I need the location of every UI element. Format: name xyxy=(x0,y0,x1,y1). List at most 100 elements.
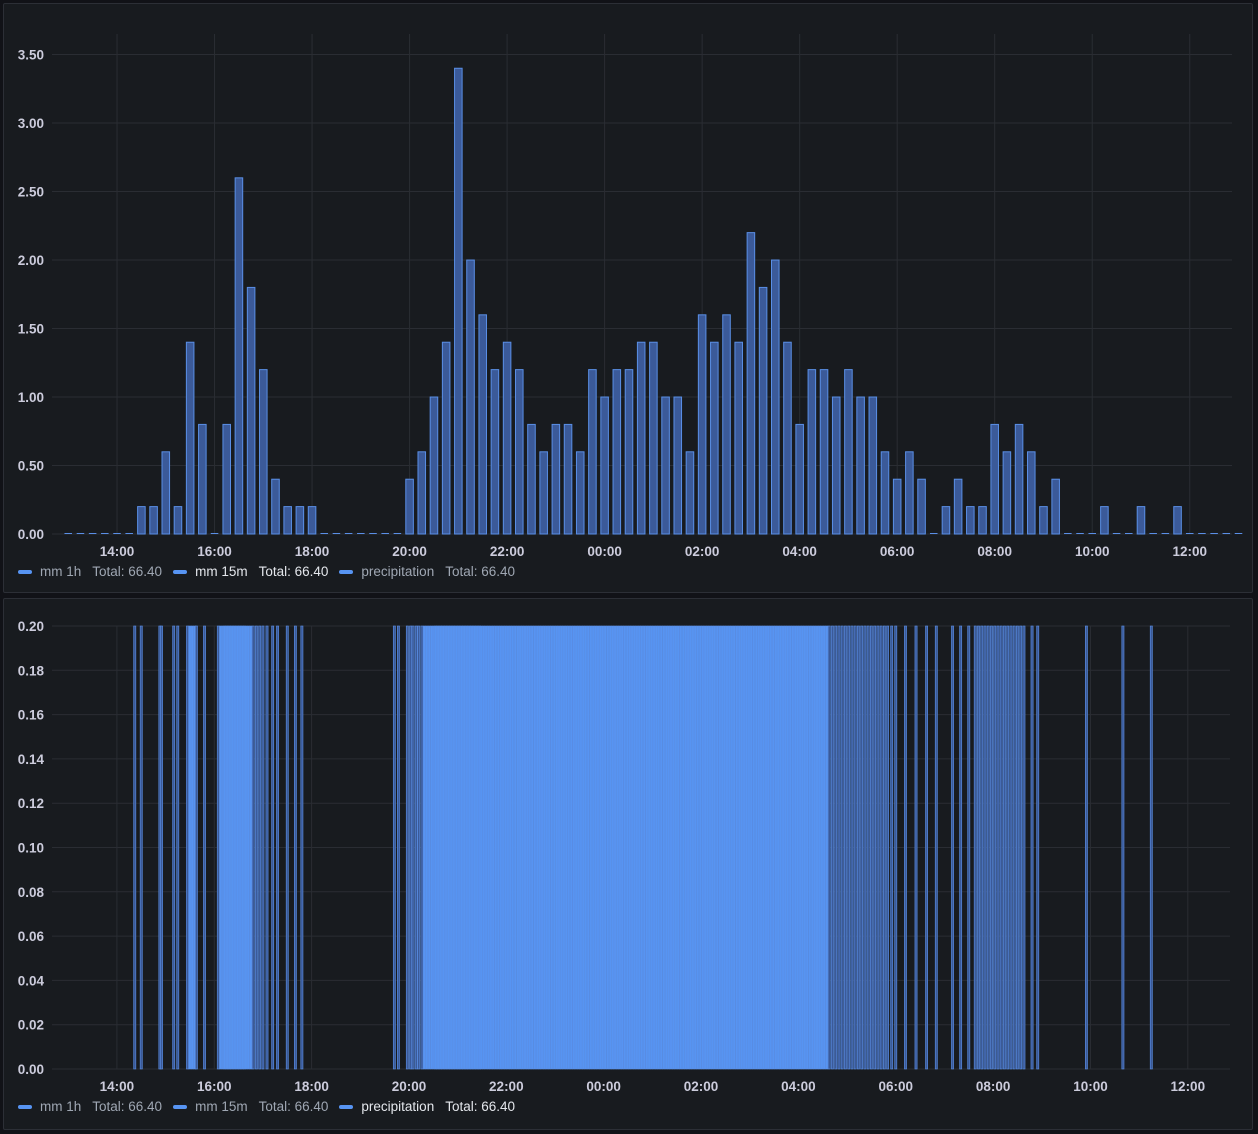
precip-tick xyxy=(798,625,802,1070)
precip-tick xyxy=(1003,625,1006,1070)
precip-tick xyxy=(482,625,486,1070)
legend-item[interactable]: precipitation Total: 66.40 xyxy=(339,1099,515,1114)
legend-item[interactable]: precipitation Total: 66.40 xyxy=(339,564,515,579)
precip-tick xyxy=(1012,625,1016,1070)
precip-tick xyxy=(863,625,867,1070)
precip-tick xyxy=(501,625,505,1070)
x-tick-label: 16:00 xyxy=(197,544,232,559)
bar xyxy=(868,396,878,535)
bar xyxy=(405,478,414,535)
legend-item[interactable]: mm 15m Total: 66.40 xyxy=(173,1099,328,1114)
precip-tick xyxy=(506,625,510,1070)
precip-tick xyxy=(771,625,775,1070)
precip-tick xyxy=(749,625,753,1070)
precip-tick xyxy=(769,625,773,1070)
precip-tick xyxy=(276,625,279,1070)
precip-tick xyxy=(684,625,688,1070)
precip-tick xyxy=(420,625,424,1070)
legend-item[interactable]: mm 15m Total: 66.40 xyxy=(173,564,328,579)
precip-tick xyxy=(847,625,851,1070)
precip-tick xyxy=(870,625,873,1070)
bar xyxy=(1136,506,1146,535)
precip-tick xyxy=(781,625,785,1070)
precip-tick xyxy=(255,625,258,1070)
precip-tick xyxy=(1036,625,1040,1070)
precip-tick xyxy=(613,625,617,1070)
y-tick-label: 2.50 xyxy=(18,185,44,200)
precip-tick xyxy=(827,625,831,1070)
precip-tick xyxy=(696,625,700,1070)
legend-swatch xyxy=(18,569,32,574)
bar xyxy=(198,423,207,535)
precip-tick xyxy=(837,625,841,1070)
precip-tick xyxy=(623,625,627,1070)
precip-tick xyxy=(759,625,763,1070)
precip-tick xyxy=(999,625,1003,1070)
bar xyxy=(259,369,268,535)
precip-tick xyxy=(820,625,824,1070)
legend-total: Total: 66.40 xyxy=(92,564,163,579)
precip-tick xyxy=(489,625,493,1070)
precip-tick xyxy=(186,625,189,1070)
precip-tick xyxy=(172,625,176,1070)
bar xyxy=(575,451,585,535)
precip-tick xyxy=(742,625,746,1070)
precip-tick xyxy=(526,625,529,1070)
legend-series-name: precipitation xyxy=(361,1099,435,1114)
precip-tick xyxy=(701,625,705,1070)
legend-series-name: mm 15m xyxy=(195,1099,248,1114)
legend-total: Total: 66.40 xyxy=(258,1099,329,1114)
precip-tick xyxy=(779,625,782,1070)
x-tick-label: 04:00 xyxy=(781,1079,816,1094)
precip-tick xyxy=(681,625,685,1070)
y-tick-label: 0.00 xyxy=(18,527,44,542)
precip-tick xyxy=(657,625,661,1070)
precip-tick xyxy=(618,625,622,1070)
y-tick-label: 1.00 xyxy=(18,390,44,405)
precip-tick xyxy=(1121,625,1125,1070)
precip-tick xyxy=(1006,625,1010,1070)
bar xyxy=(831,396,841,535)
legend-item[interactable]: mm 1h Total: 66.40 xyxy=(18,1099,162,1114)
precip-tick xyxy=(530,625,534,1070)
precip-tick xyxy=(691,625,695,1070)
precip-tick xyxy=(713,625,717,1070)
precip-tick xyxy=(417,625,421,1070)
precip-tick xyxy=(557,625,561,1070)
bar xyxy=(770,259,780,535)
precip-tick xyxy=(796,625,799,1070)
precip-tick xyxy=(540,625,544,1070)
y-tick-label: 1.50 xyxy=(18,322,44,337)
bar xyxy=(905,451,914,535)
y-tick-label: 0.14 xyxy=(18,752,45,767)
precip-tick xyxy=(596,625,600,1070)
x-tick-label: 10:00 xyxy=(1073,1079,1108,1094)
precip-tick xyxy=(844,625,847,1070)
precip-tick xyxy=(745,625,748,1070)
precip-tick xyxy=(857,625,860,1070)
bar xyxy=(185,341,195,535)
precip-tick xyxy=(815,625,819,1070)
bar xyxy=(941,506,951,535)
precip-tick xyxy=(813,625,817,1070)
precip-tick xyxy=(300,625,304,1070)
bar xyxy=(612,369,622,535)
bar xyxy=(441,341,451,535)
precip-tick xyxy=(801,625,804,1070)
precip-tick xyxy=(628,625,632,1070)
precip-tick xyxy=(793,625,797,1070)
legend-item[interactable]: mm 1h Total: 66.40 xyxy=(18,564,162,579)
precip-tick xyxy=(662,625,666,1070)
precip-tick xyxy=(251,625,255,1070)
x-tick-label: 04:00 xyxy=(782,544,817,559)
legend-total: Total: 66.40 xyxy=(258,564,329,579)
bar xyxy=(295,506,305,535)
chart-precipitation: 0.00 0.02 0.04 0.06 0.08 0.10 0.12 0.14 0.16 0.18… xyxy=(18,619,1230,1094)
precip-tick xyxy=(831,625,834,1070)
precip-tick xyxy=(735,625,739,1070)
precip-tick xyxy=(693,625,697,1070)
precip-tick xyxy=(652,625,656,1070)
precip-tick xyxy=(730,625,734,1070)
precip-tick xyxy=(591,625,595,1070)
precip-tick xyxy=(645,625,649,1070)
